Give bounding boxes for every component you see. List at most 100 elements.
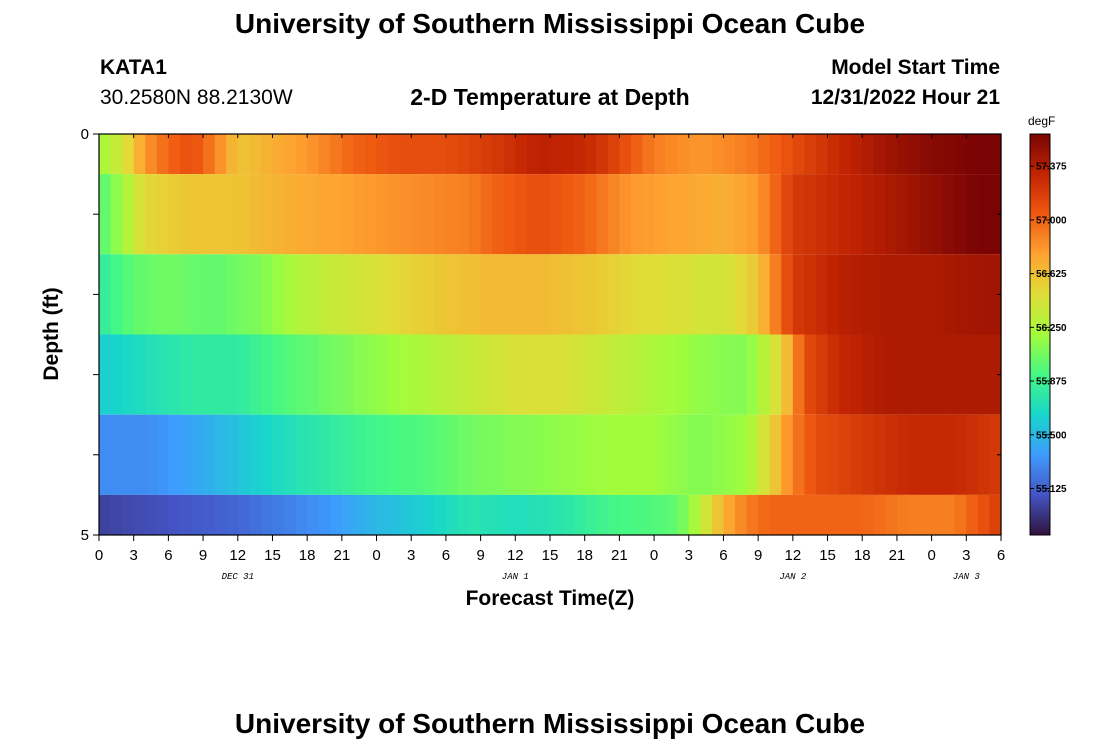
heat-cell xyxy=(746,254,759,335)
heat-cell xyxy=(191,414,204,495)
heat-cell xyxy=(862,254,875,335)
heat-cell xyxy=(746,494,759,535)
heat-cell xyxy=(931,134,944,175)
x-tick-label: 0 xyxy=(372,547,380,564)
heat-cell xyxy=(688,494,701,535)
heat-cell xyxy=(260,414,274,495)
heat-cell xyxy=(353,134,366,175)
heat-cell xyxy=(920,174,933,255)
heat-cell xyxy=(480,494,493,535)
heat-cell xyxy=(284,134,297,175)
heat-cell xyxy=(792,414,806,495)
heat-cell xyxy=(99,174,112,255)
heat-cell xyxy=(214,334,227,415)
heat-cell xyxy=(966,134,979,175)
heat-cell xyxy=(746,174,759,255)
heat-cell xyxy=(711,494,725,535)
heat-cell xyxy=(284,254,297,335)
heat-cell xyxy=(179,174,193,255)
heat-cell xyxy=(515,134,528,175)
heat-cell xyxy=(307,134,320,175)
heat-cell xyxy=(758,494,771,535)
heat-cell xyxy=(492,174,505,255)
heat-cell xyxy=(850,134,863,175)
heat-cell xyxy=(700,174,713,255)
heat-cell xyxy=(584,254,597,335)
heat-cell xyxy=(457,254,470,335)
heat-cell xyxy=(954,174,967,255)
heat-cell xyxy=(399,254,412,335)
x-tick-label: 18 xyxy=(854,547,871,564)
heat-cell xyxy=(226,494,239,535)
heat-cell xyxy=(677,494,690,535)
heat-cell xyxy=(596,174,609,255)
heat-cell xyxy=(492,334,505,415)
heat-cell xyxy=(885,174,898,255)
heat-cell xyxy=(920,494,933,535)
heat-cell xyxy=(318,134,331,175)
heat-cell xyxy=(642,494,655,535)
colorbar-gradient xyxy=(1029,133,1051,536)
heat-cell xyxy=(746,334,759,415)
heat-cell xyxy=(203,134,216,175)
heat-cell xyxy=(492,254,505,335)
heat-cell xyxy=(318,254,331,335)
heat-cell xyxy=(307,174,320,255)
heat-cell xyxy=(364,174,378,255)
heat-cell xyxy=(584,494,597,535)
heat-cell xyxy=(249,254,262,335)
heat-cell xyxy=(573,334,586,415)
heat-cell xyxy=(469,254,482,335)
heat-cell xyxy=(943,174,956,255)
heat-cell xyxy=(469,414,482,495)
heat-cell xyxy=(619,494,632,535)
heat-cell xyxy=(179,134,193,175)
heat-cell xyxy=(237,414,250,495)
heat-cell xyxy=(827,494,840,535)
heat-cell xyxy=(630,334,644,415)
x-tick-label: 6 xyxy=(719,547,727,564)
heat-cell xyxy=(688,174,701,255)
heat-cell xyxy=(735,414,748,495)
heat-cell xyxy=(989,254,1002,335)
x-tick-label: 15 xyxy=(819,547,836,564)
heat-cell xyxy=(445,254,459,335)
heat-cell xyxy=(607,254,620,335)
heat-cell xyxy=(723,334,736,415)
heat-cell xyxy=(203,254,216,335)
x-tick-label: 9 xyxy=(199,547,207,564)
heat-cell xyxy=(908,174,921,255)
heat-cell xyxy=(920,254,933,335)
heat-cell xyxy=(457,174,470,255)
heat-cell xyxy=(584,334,597,415)
colorbar: degF 57.375 57.000 56.625 56.250 55.875 55.500… xyxy=(1028,114,1067,536)
heat-cell xyxy=(145,334,158,415)
heat-cell xyxy=(445,134,459,175)
heat-cell xyxy=(388,174,401,255)
colorbar-tick-label: 55.125 xyxy=(1036,484,1067,495)
heat-cell xyxy=(249,134,262,175)
heat-cell xyxy=(630,174,644,255)
heat-cell xyxy=(364,494,378,535)
heat-cell xyxy=(249,414,262,495)
heat-cell xyxy=(399,174,412,255)
heat-cell xyxy=(122,254,135,335)
x-tick-label: 9 xyxy=(476,547,484,564)
heat-cell xyxy=(815,254,829,335)
heat-cell xyxy=(688,414,701,495)
heat-cell xyxy=(318,414,331,495)
heat-cell xyxy=(573,254,586,335)
heat-cell xyxy=(318,174,331,255)
heat-cell xyxy=(954,414,967,495)
heat-cell xyxy=(804,254,817,335)
heat-cell xyxy=(561,254,574,335)
heat-cell xyxy=(665,334,678,415)
heat-cell xyxy=(619,254,632,335)
heat-cell xyxy=(723,254,736,335)
heat-cell xyxy=(700,494,713,535)
heat-cell xyxy=(122,494,135,535)
heat-cell xyxy=(769,334,782,415)
heat-cell xyxy=(538,334,551,415)
heat-cell xyxy=(954,254,967,335)
heat-cell xyxy=(619,134,632,175)
